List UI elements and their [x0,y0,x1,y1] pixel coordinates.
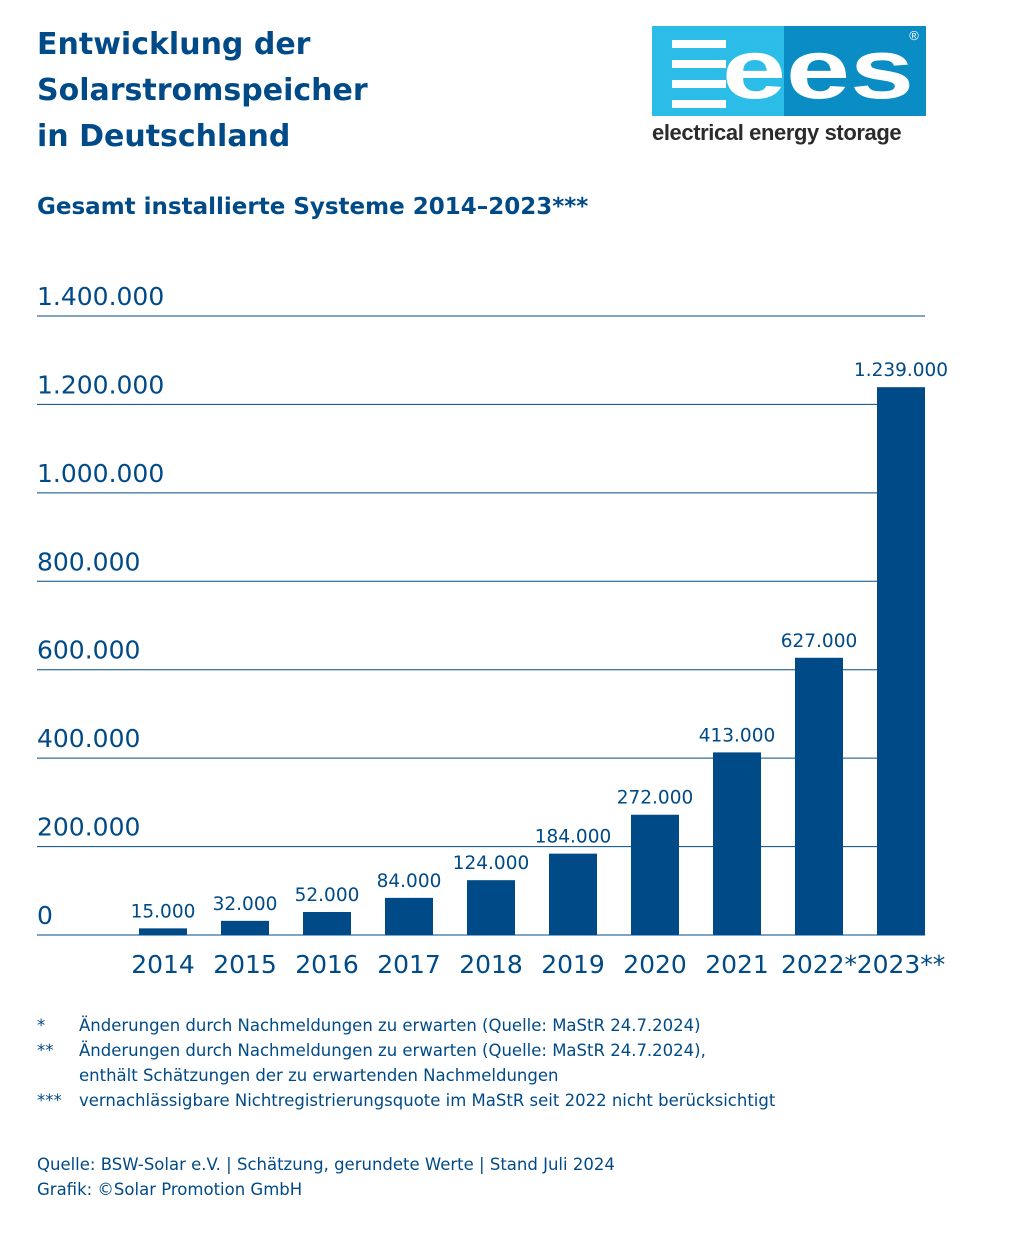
title-line-2: Solarstromspeicher [37,73,368,108]
y-tick-label: 800.000 [37,547,140,576]
x-tick-label: 2018 [459,950,523,979]
bar [303,912,351,935]
y-tick-label: 600.000 [37,636,140,665]
bar-value-label: 627.000 [781,631,858,652]
bar-value-label: 15.000 [131,901,196,922]
graphic-credit: Grafik: ©Solar Promotion GmbH [37,1180,303,1199]
footnote-text: enthält Schätzungen der zu erwartenden N… [79,1066,559,1085]
footnote-2: ** Änderungen durch Nachmeldungen zu erw… [37,1038,977,1088]
footnote-mark: ** [37,1041,54,1060]
bar-value-label: 84.000 [377,871,442,892]
x-tick-label: 2016 [295,950,359,979]
bar [877,387,925,935]
footnote-text: vernachlässigbare Nichtregistrierungsquo… [79,1091,776,1110]
x-tick-label: 2023** [857,950,946,979]
bar-value-label: 124.000 [453,853,530,874]
logo-registered: ® [909,28,919,43]
bar-value-label: 52.000 [295,885,360,906]
bar [221,920,269,935]
footnotes: * Änderungen durch Nachmeldungen zu erwa… [37,1013,977,1113]
source-line: Quelle: BSW-Solar e.V. | Schätzung, geru… [37,1155,615,1174]
bar [467,880,515,935]
x-tick-label: 2020 [623,950,687,979]
y-tick-label: 1.000.000 [37,459,164,488]
bar-value-label: 272.000 [617,788,694,809]
page-title: Entwicklung der Solarstromspeicher in De… [37,22,597,160]
x-tick-label: 2022* [781,950,857,979]
y-tick-label: 400.000 [37,724,140,753]
title-line-1: Entwicklung der [37,27,311,62]
title-line-3: in Deutschland [37,119,291,154]
x-tick-label: 2019 [541,950,605,979]
chart-subtitle: Gesamt installierte Systeme 2014–2023*** [37,194,589,220]
footnote-mark: *** [37,1091,62,1110]
x-tick-label: 2017 [377,950,441,979]
bar [549,853,597,935]
bar-value-label: 413.000 [699,725,776,746]
x-tick-label: 2014 [131,950,195,979]
footnote-1: * Änderungen durch Nachmeldungen zu erwa… [37,1013,977,1038]
bar [713,752,761,935]
footnote-3: *** vernachlässigbare Nichtregistrierung… [37,1088,977,1113]
bar [631,814,679,935]
x-tick-label: 2021 [705,950,769,979]
y-tick-label: 0 [37,901,53,930]
y-tick-label: 1.400.000 [37,282,164,311]
footnote-mark: * [37,1016,46,1035]
y-tick-label: 200.000 [37,813,140,842]
bar [795,657,843,935]
logo-tagline: electrical energy storage [652,120,902,145]
y-tick-label: 1.200.000 [37,370,164,399]
bar-value-label: 32.000 [213,894,278,915]
bar [385,897,433,935]
bar [139,928,187,935]
x-tick-label: 2015 [213,950,277,979]
bar-value-label: 1.239.000 [854,360,948,381]
bar-value-label: 184.000 [535,827,612,848]
logo-letters: ees [722,26,914,116]
ees-logo: ees ® electrical energy storage [652,22,926,152]
bar-chart: 0 200.000 400.000 600.000 800.000 1.000.000 1.… [37,282,948,979]
footnote-text: Änderungen durch Nachmeldungen zu erwart… [79,1041,706,1060]
footnote-text: Änderungen durch Nachmeldungen zu erwart… [79,1016,701,1035]
source-credits: Quelle: BSW-Solar e.V. | Schätzung, geru… [37,1152,615,1202]
ees-logo-mark: ees ® [652,22,926,116]
